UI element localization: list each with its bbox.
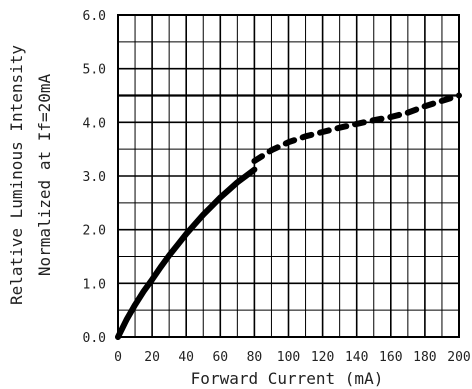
y-tick-label: 1.0 [83, 277, 106, 292]
y-tick-label: 3.0 [83, 170, 106, 185]
y-tick-label: 5.0 [83, 63, 106, 78]
curve-dashed-segment [251, 92, 462, 164]
curve-solid-segment [115, 166, 258, 340]
x-tick-label: 140 [345, 350, 368, 365]
y-tick-label: 4.0 [83, 116, 106, 131]
y-axis-label-line2: Normalized at If=20mA [35, 73, 54, 276]
series-layer [115, 92, 462, 340]
x-tick-label: 80 [247, 350, 263, 365]
x-tick-label: 100 [277, 350, 300, 365]
x-tick-labels: 0 20 40 60 80 100 120 140 160 180 200 [114, 350, 471, 365]
y-tick-label: 6.0 [83, 9, 106, 24]
x-tick-label: 160 [379, 350, 402, 365]
x-tick-label: 20 [144, 350, 160, 365]
x-tick-label: 60 [212, 350, 228, 365]
plot-border [117, 14, 460, 338]
x-tick-label: 120 [311, 350, 334, 365]
x-tick-label: 40 [178, 350, 194, 365]
y-tick-label: 0.0 [83, 331, 106, 346]
x-tick-label: 200 [447, 350, 470, 365]
x-tick-label: 0 [114, 350, 122, 365]
x-axis-label: Forward Current (mA) [191, 369, 384, 388]
y-tick-label: 2.0 [83, 224, 106, 239]
plot-frame [117, 14, 460, 338]
y-tick-labels: 0.0 1.0 2.0 3.0 4.0 5.0 6.0 [83, 9, 106, 346]
y-axis-label-line1: Relative Luminous Intensity [7, 45, 26, 305]
x-tick-label: 180 [413, 350, 436, 365]
